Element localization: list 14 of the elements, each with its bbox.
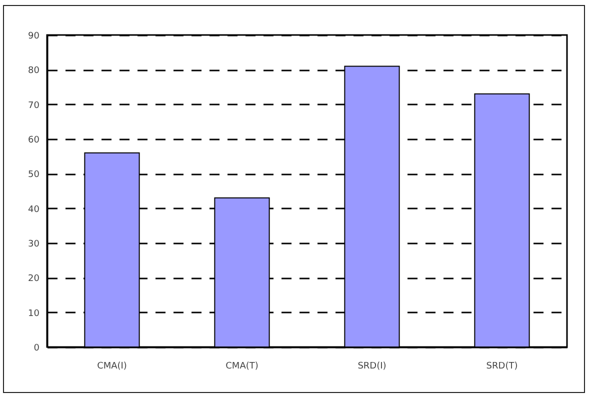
y-tick-label: 0 (34, 344, 40, 354)
y-tick-label: 50 (28, 170, 40, 180)
y-tick-label: 80 (28, 66, 40, 76)
y-tick-label: 70 (28, 100, 40, 111)
y-tick-label: 30 (28, 240, 40, 250)
x-tick-label: SRD(T) (486, 362, 518, 372)
y-tick-label: 90 (28, 32, 40, 42)
x-tick-label: CMA(T) (226, 362, 258, 372)
x-tick-label: SRD(I) (358, 362, 386, 372)
y-tick-label: 60 (28, 136, 40, 146)
y-tick-label: 40 (28, 204, 40, 215)
x-tick-label: CMA(I) (97, 362, 127, 372)
y-tick-label: 20 (28, 274, 40, 284)
y-tick-label: 10 (28, 308, 40, 319)
